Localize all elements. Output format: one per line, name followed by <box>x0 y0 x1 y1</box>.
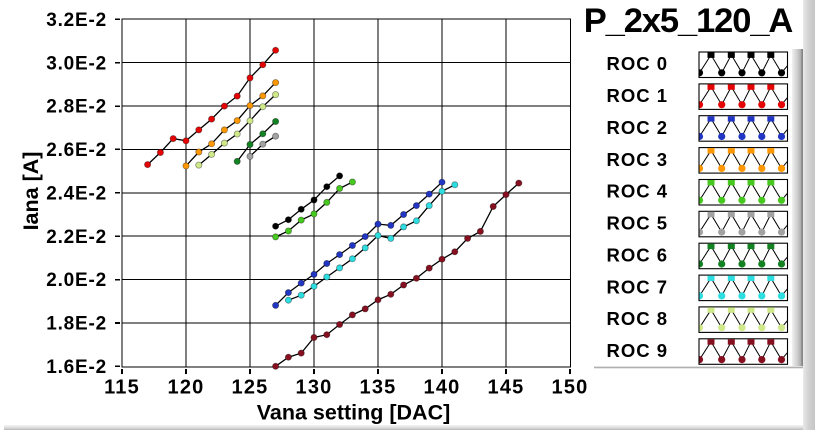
svg-text:ROC 5: ROC 5 <box>607 213 669 234</box>
svg-text:125: 125 <box>232 377 269 399</box>
svg-text:2.6E-2: 2.6E-2 <box>46 140 107 161</box>
svg-text:145: 145 <box>488 377 525 399</box>
svg-text:1.8E-2: 1.8E-2 <box>46 314 107 335</box>
svg-text:P_2x5_120_A: P_2x5_120_A <box>584 2 793 40</box>
svg-text:3.0E-2: 3.0E-2 <box>46 53 107 74</box>
svg-text:2.2E-2: 2.2E-2 <box>46 227 107 248</box>
svg-text:ROC 2: ROC 2 <box>607 117 669 138</box>
svg-text:ROC 7: ROC 7 <box>607 276 669 297</box>
svg-text:ROC 1: ROC 1 <box>607 85 669 106</box>
svg-text:150: 150 <box>552 377 589 399</box>
svg-text:115: 115 <box>104 377 140 399</box>
svg-text:2.0E-2: 2.0E-2 <box>46 270 107 291</box>
svg-text:Vana setting [DAC]: Vana setting [DAC] <box>257 401 451 425</box>
svg-text:1.6E-2: 1.6E-2 <box>46 357 107 378</box>
svg-text:130: 130 <box>296 377 333 399</box>
svg-text:ROC 3: ROC 3 <box>607 149 669 170</box>
svg-text:ROC 9: ROC 9 <box>607 340 669 361</box>
svg-text:ROC 0: ROC 0 <box>607 53 669 74</box>
svg-text:ROC 4: ROC 4 <box>607 181 669 202</box>
svg-text:2.4E-2: 2.4E-2 <box>46 183 107 204</box>
svg-text:135: 135 <box>360 377 397 399</box>
svg-text:120: 120 <box>168 377 205 399</box>
svg-text:3.2E-2: 3.2E-2 <box>46 10 107 31</box>
svg-text:Iana [A]: Iana [A] <box>19 152 43 231</box>
svg-text:ROC 8: ROC 8 <box>607 308 669 329</box>
svg-text:140: 140 <box>424 377 461 399</box>
svg-text:2.8E-2: 2.8E-2 <box>46 97 107 118</box>
svg-text:ROC 6: ROC 6 <box>607 244 669 265</box>
